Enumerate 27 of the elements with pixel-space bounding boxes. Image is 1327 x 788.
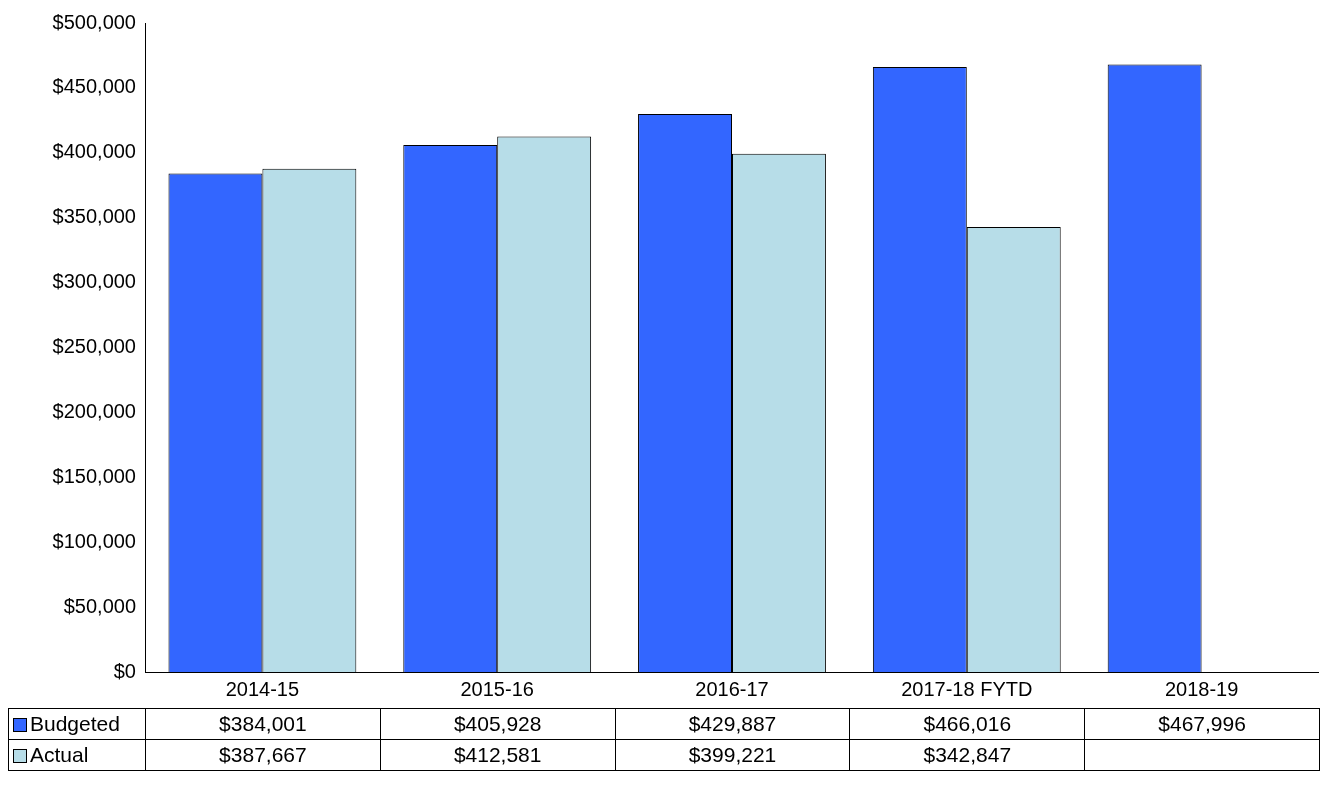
- y-tick-label: $150,000: [52, 464, 136, 487]
- data-label: $399,221: [615, 739, 850, 771]
- data-label: $405,928: [380, 708, 616, 740]
- data-label: $342,847: [849, 739, 1085, 771]
- y-tick-label: $450,000: [52, 75, 136, 98]
- y-tick-label: $300,000: [52, 270, 136, 293]
- y-tick-label: $250,000: [52, 335, 136, 358]
- data-label: $384,001: [145, 708, 381, 740]
- x-tick-label: 2014-15: [225, 677, 300, 700]
- data-label: $429,887: [615, 708, 850, 740]
- y-tick-label: $400,000: [52, 140, 136, 163]
- x-tick-label: 2018-19: [1164, 677, 1239, 700]
- y-tick-label: $50,000: [63, 594, 136, 617]
- y-tick-label: $500,000: [52, 10, 136, 33]
- y-tick-label: $0: [113, 659, 136, 682]
- x-tick-label: 2017-18 FYTD: [901, 677, 1033, 700]
- data-label: $387,667: [145, 739, 381, 771]
- y-tick-label: $200,000: [52, 399, 136, 422]
- legend-label: Actual: [30, 743, 89, 766]
- y-tick-label: $350,000: [52, 205, 136, 228]
- data-label: $412,581: [380, 739, 616, 771]
- x-tick-label: 2016-17: [695, 677, 769, 700]
- legend-label: Budgeted: [30, 712, 120, 735]
- y-tick-label: $100,000: [52, 529, 136, 552]
- data-label: $467,996: [1084, 708, 1320, 740]
- x-tick-label: 2015-16: [460, 677, 534, 700]
- data-label: $466,016: [849, 708, 1085, 740]
